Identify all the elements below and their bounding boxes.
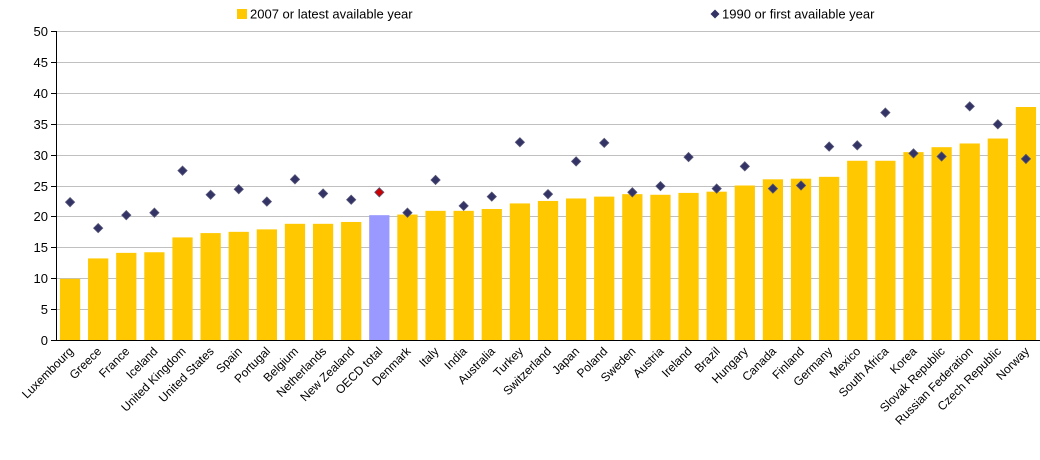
marker-switzerland [542,188,554,200]
bar-mexico [847,160,868,340]
marker-russian-federation [964,101,975,112]
bar-norway [1015,107,1037,340]
y-tick-label: 10 [34,271,48,286]
marker-united-states [205,189,216,200]
bar-spain [228,231,249,340]
bar-japan [565,198,587,340]
marker-czech-republic [992,119,1003,130]
bar-slovak-republic [931,147,952,340]
y-tick-label: 45 [34,55,48,70]
marker-oecd-total [374,187,385,198]
y-tick-label: 35 [34,117,48,132]
bar-iceland [144,252,165,340]
y-tick-label: 30 [34,148,48,163]
markers [64,101,1032,234]
legend-label-bar: 2007 or latest available year [250,7,413,22]
bar-czech-republic [987,138,1008,340]
legend-swatch-bar [237,9,247,19]
marker-south-africa [880,107,891,118]
marker-spain [233,184,244,195]
y-tick-label: 25 [34,179,48,194]
y-tick-labels: 0 5 10 15 20 25 30 35 40 45 50 [34,24,48,348]
bar-germany [819,176,840,340]
bar-france [116,252,137,340]
marker-greece [93,222,104,234]
axes [51,31,1040,341]
bar-turkey [509,203,531,340]
bar-new-zealand [341,221,362,340]
marker-united-kingdom [177,165,188,176]
y-tick-label: 15 [34,240,48,255]
legend-swatch-marker [710,9,720,19]
marker-portugal [261,196,273,207]
y-tick-label: 50 [34,24,48,39]
legend: 2007 or latest available year 1990 or fi… [237,7,875,22]
marker-poland [599,137,610,149]
marker-finland [795,180,807,191]
marker-ireland [683,151,694,163]
bars [59,107,1037,340]
marker-new-zealand [346,194,357,205]
legend-label-marker: 1990 or first available year [722,7,875,22]
y-tick-label: 40 [34,86,48,101]
bar-canada [762,179,784,340]
bar-oecd-total [369,215,390,340]
bar-russian-federation [959,143,980,340]
marker-denmark [402,207,413,218]
marker-sweden [627,187,638,198]
x-tick-label: Italy [416,344,441,369]
marker-austria [655,180,666,192]
y-tick-label: 5 [41,302,48,317]
marker-luxembourg [64,197,76,208]
marker-belgium [289,174,301,185]
bar-finland [790,178,812,340]
bar-united-states [200,233,221,340]
bar-poland [594,196,615,340]
marker-australia [486,191,497,202]
bar-korea [903,152,924,340]
bar-australia [481,208,502,340]
bar-sweden [622,194,643,340]
bar-austria [650,194,671,340]
marker-japan [570,156,582,167]
y-tick-label: 0 [41,333,48,348]
y-tick-label: 20 [34,209,48,224]
bar-brazil [706,191,727,340]
marker-turkey [514,137,526,148]
marker-netherlands [317,188,329,199]
marker-korea [908,148,919,159]
marker-iceland [149,207,160,218]
marker-canada [767,183,779,194]
marker-norway [1020,153,1032,165]
bar-ireland [678,192,699,340]
marker-germany [823,141,835,152]
x-tick-label: Greece [67,344,105,382]
bar-italy [425,210,446,340]
x-tick-label: Ireland [659,344,695,380]
x-tick-label: Austria [630,344,667,381]
bar-netherlands [312,223,334,340]
bar-belgium [284,223,306,340]
bar-denmark [397,214,418,340]
bar-greece [88,258,109,340]
marker-slovak-republic [936,151,947,162]
bar-switzerland [537,200,559,340]
bar-luxembourg [59,278,81,340]
marker-mexico [852,140,863,151]
marker-italy [430,174,441,186]
bar-hungary [734,185,755,340]
bar-south-africa [875,160,896,340]
marker-hungary [739,161,750,172]
bar-portugal [256,229,277,340]
bar-united-kingdom [172,237,193,340]
marker-india [458,200,469,212]
bar-india [453,210,474,340]
marker-brazil [711,183,722,194]
marker-france [121,209,132,221]
